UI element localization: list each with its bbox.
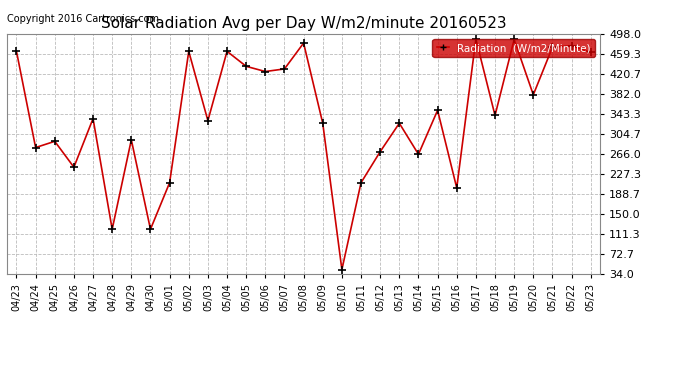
Text: Copyright 2016 Cartronics.com: Copyright 2016 Cartronics.com — [7, 14, 159, 24]
Legend: Radiation  (W/m2/Minute): Radiation (W/m2/Minute) — [433, 39, 595, 57]
Title: Solar Radiation Avg per Day W/m2/minute 20160523: Solar Radiation Avg per Day W/m2/minute … — [101, 16, 506, 31]
